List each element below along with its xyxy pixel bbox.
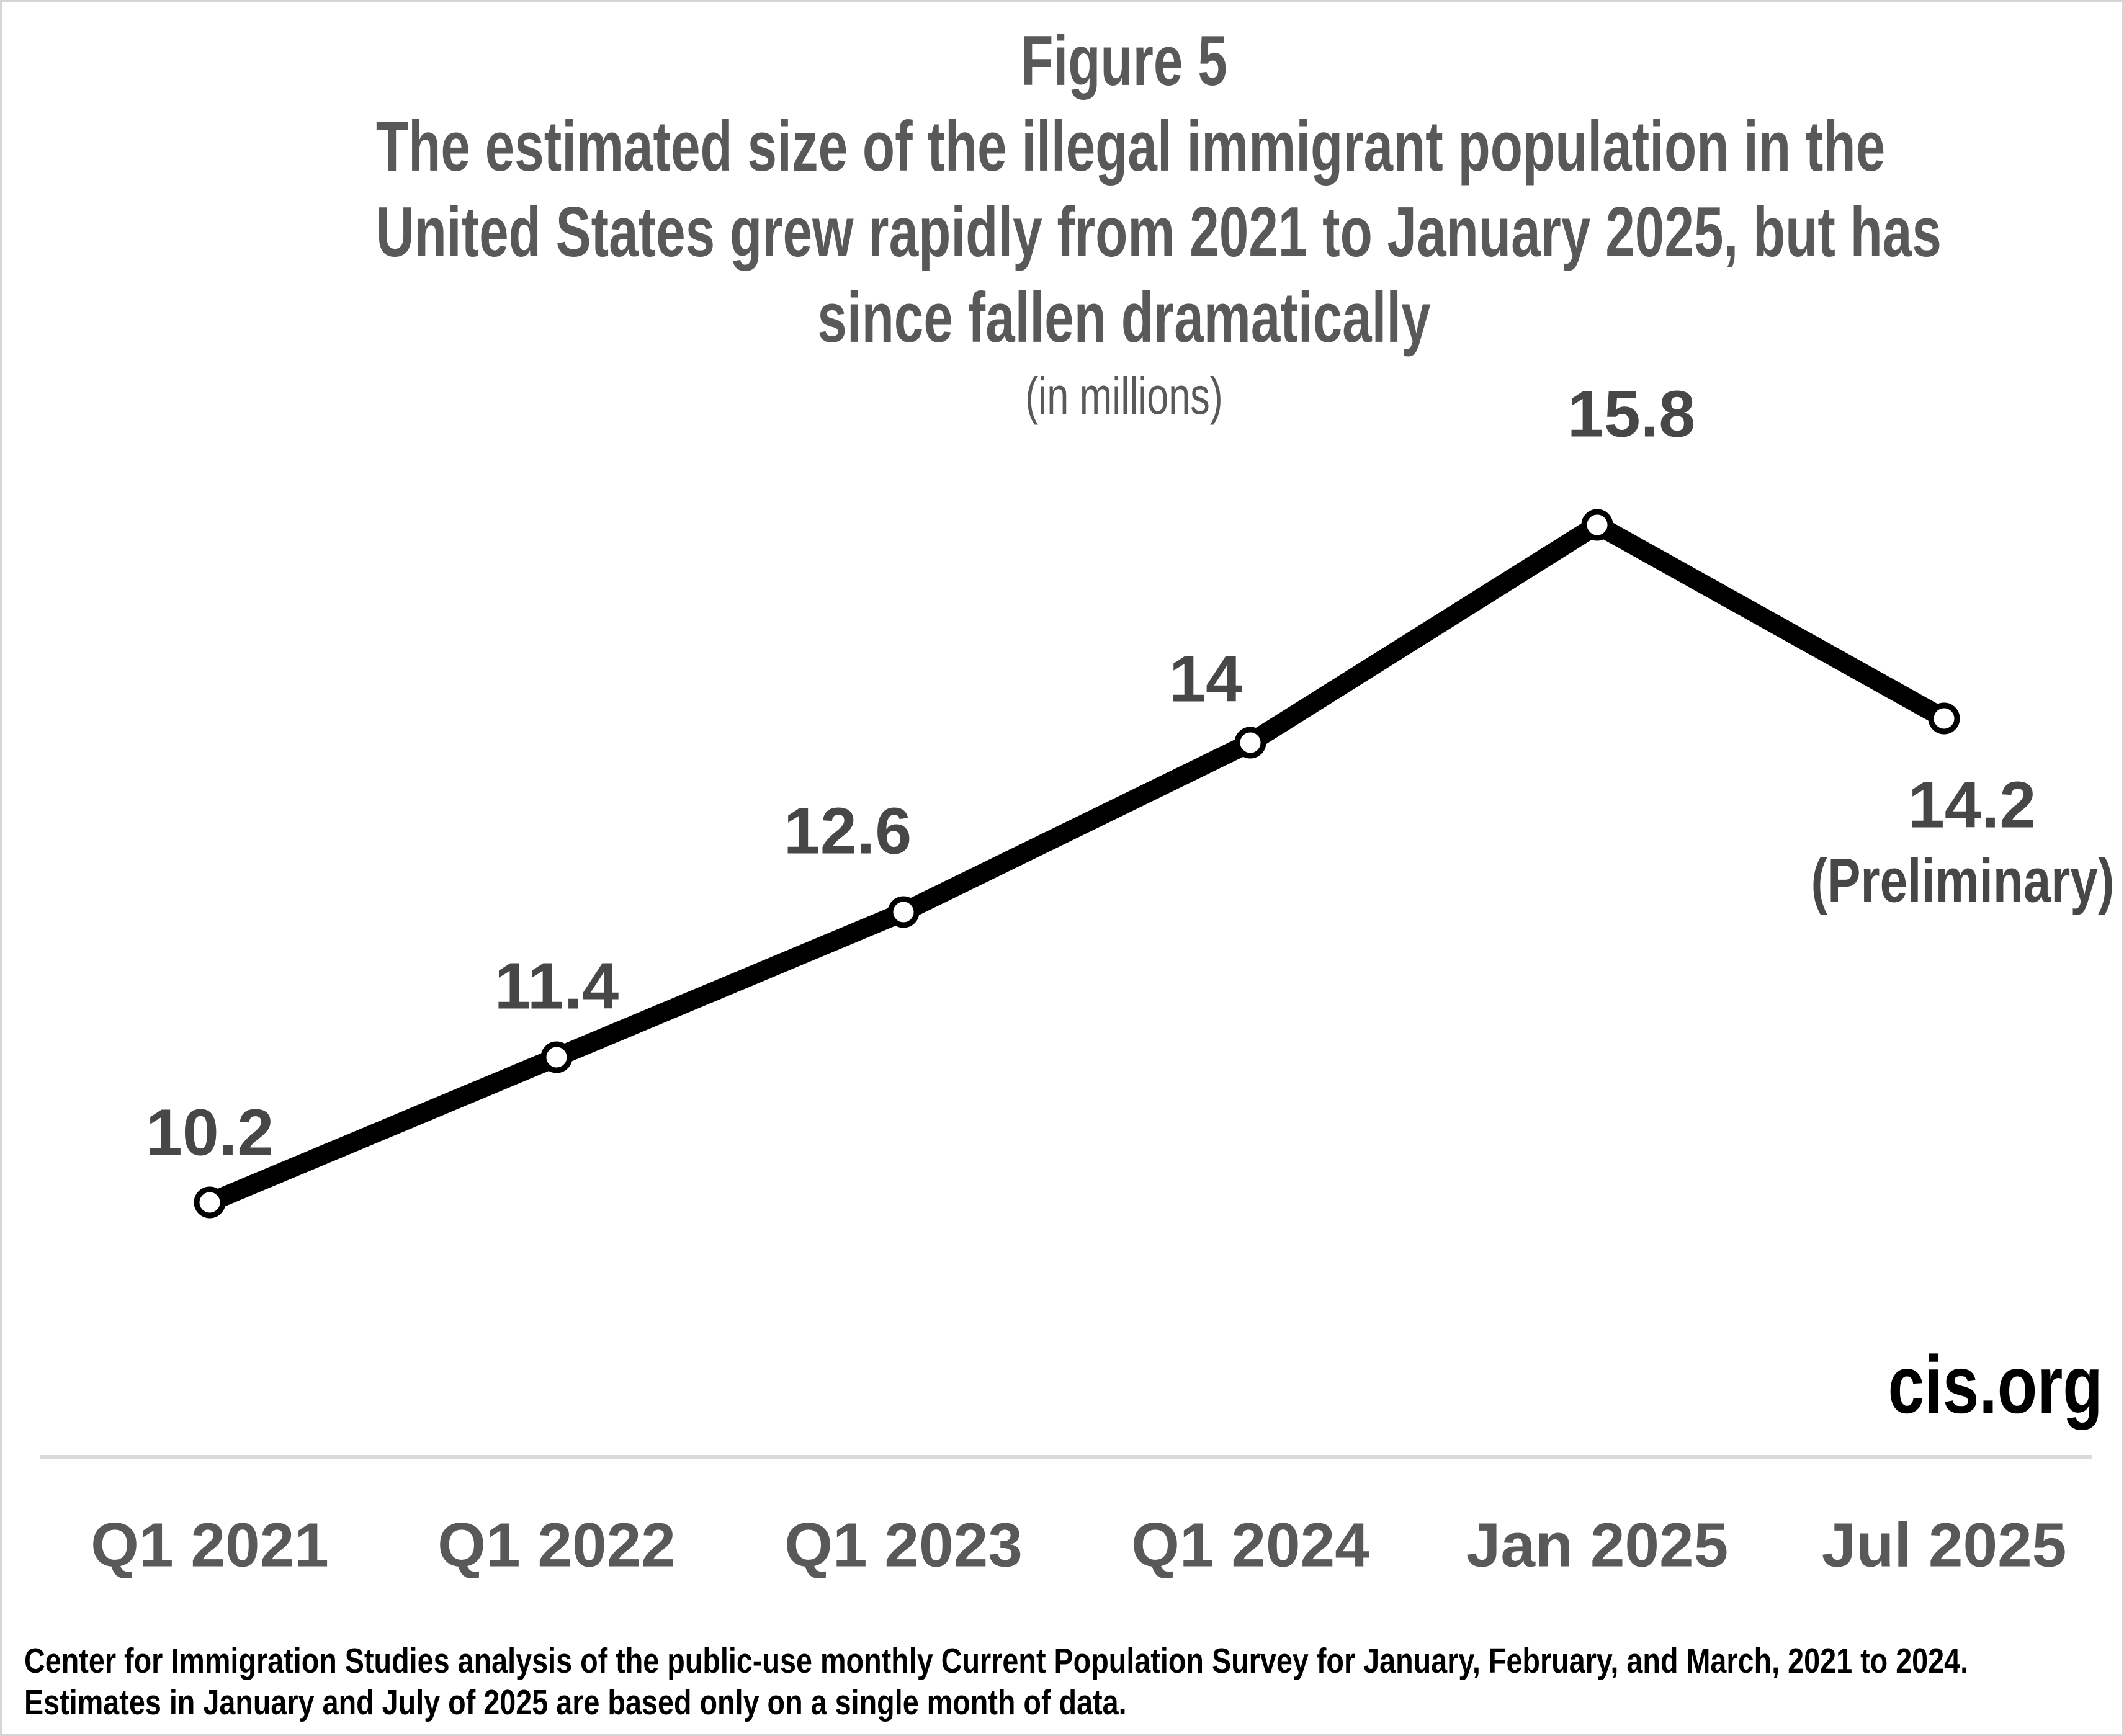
site-label: cis.org	[1888, 1339, 2103, 1430]
data-label-5: 14.2	[1907, 768, 2037, 842]
data-label-1: 11.4	[494, 949, 619, 1023]
marker-dot-1	[540, 1041, 573, 1073]
x-axis-label-0: Q1 2021	[91, 1510, 329, 1580]
marker-dot-0	[194, 1186, 226, 1219]
chart-title-block: Figure 5 The estimated size of the illeg…	[375, 19, 1942, 428]
x-axis-label-1: Q1 2022	[437, 1510, 676, 1580]
preliminary-annotation: (Preliminary)	[1811, 846, 2115, 916]
x-axis-label-5: Jul 2025	[1821, 1510, 2067, 1580]
source-footnote-line-1: Center for Immigration Studies analysis …	[24, 1641, 1969, 1681]
chart-title-line-2: United States grew rapidly from 2021 to …	[375, 193, 1942, 272]
marker-dot-2	[887, 896, 920, 928]
chart-units-subtitle: (in millions)	[1025, 367, 1223, 425]
marker-dot-4	[1581, 509, 1613, 541]
trend-line	[206, 515, 1949, 1212]
data-label-0: 10.2	[145, 1096, 274, 1170]
marker-dot-5	[1928, 702, 1960, 735]
x-axis-label-2: Q1 2023	[784, 1510, 1023, 1580]
marker-dot-3	[1234, 727, 1266, 759]
x-axis-label-4: Jan 2025	[1466, 1510, 1729, 1580]
data-label-3: 14	[1169, 642, 1242, 716]
x-axis-label-3: Q1 2024	[1131, 1510, 1369, 1580]
data-label-2: 12.6	[783, 794, 912, 868]
source-footnote: Center for Immigration Studies analysis …	[24, 1640, 1968, 1724]
source-footnote-line-2: Estimates in January and July of 2025 ar…	[24, 1683, 1127, 1722]
figure-label: Figure 5	[1021, 22, 1227, 101]
chart-title-line-3: since fallen dramatically	[817, 279, 1431, 357]
chart-title-line-1: The estimated size of the illegal immigr…	[375, 107, 1886, 186]
data-label-4: 15.8	[1567, 377, 1696, 451]
